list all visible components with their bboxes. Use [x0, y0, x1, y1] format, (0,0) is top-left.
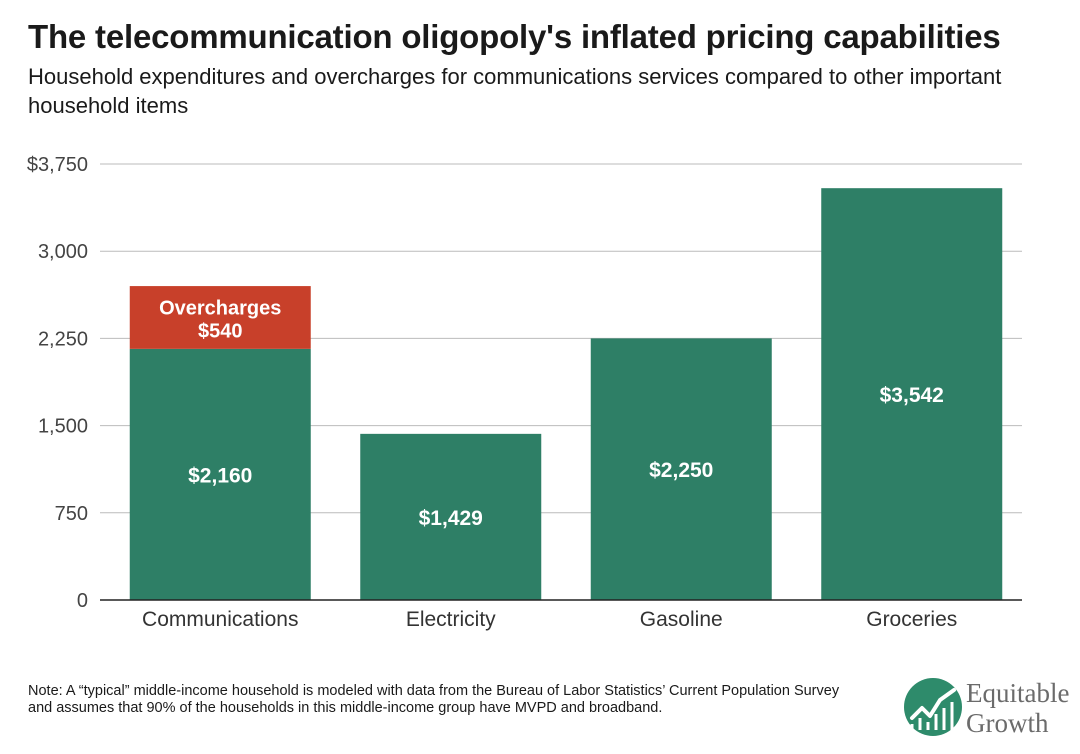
bar-value-label: $3,542 [880, 384, 944, 407]
y-tick-label: 1,500 [38, 416, 88, 438]
logo-wordmark: Equitable Growth [966, 678, 1069, 738]
bar-value-label: $2,250 [649, 459, 713, 482]
chart-title: The telecommunication oligopoly's inflat… [28, 18, 1001, 55]
y-tick-label: 750 [55, 503, 88, 525]
line-chart-icon [904, 678, 962, 736]
bar-overcharge [129, 286, 311, 349]
logo-line-1: Equitable [966, 678, 1070, 708]
bar-value-label: $1,429 [419, 507, 483, 530]
x-tick-label: Electricity [406, 608, 496, 631]
y-tick-label: 3,000 [38, 241, 88, 263]
overcharge-series-label: Overcharges [159, 297, 281, 319]
x-tick-label: Gasoline [640, 608, 723, 631]
y-tick-label: 0 [77, 590, 88, 612]
chart-subtitle: Household expenditures and overcharges f… [28, 64, 1002, 118]
bar-base [360, 433, 542, 600]
y-tick-label: 2,250 [38, 328, 88, 350]
bar-value-label: $2,160 [188, 464, 252, 487]
equitable-growth-logo: Equitable Growth [900, 672, 1075, 744]
bar-base [129, 348, 311, 600]
bar-base [590, 338, 772, 600]
overcharge-value-label: $540 [198, 320, 243, 342]
logo-line-2: Growth [966, 708, 1049, 738]
x-tick-label: Groceries [866, 608, 957, 631]
bar-base [821, 188, 1003, 600]
chart-note: Note: A “typical” middle-income househol… [28, 683, 840, 716]
x-tick-label: Communications [142, 608, 298, 631]
y-tick-label: $3,750 [27, 154, 88, 176]
